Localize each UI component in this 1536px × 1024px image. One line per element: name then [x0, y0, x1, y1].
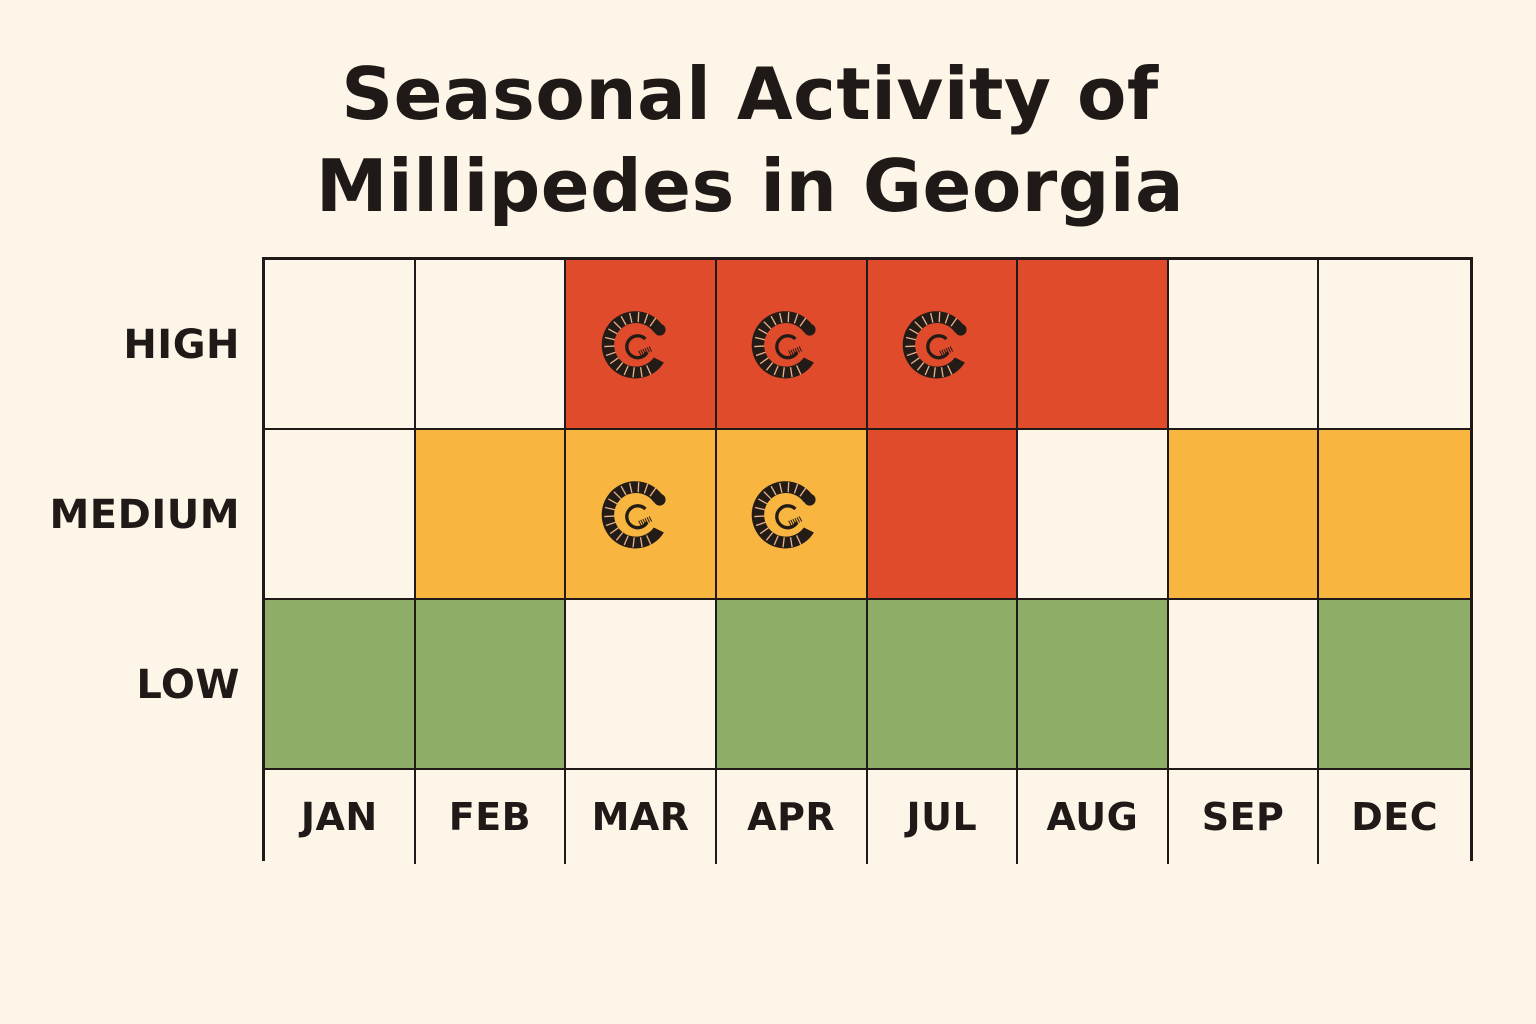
cell-low-apr — [716, 600, 868, 770]
cell-medium-mar — [566, 430, 717, 600]
month-label-sep: SEP — [1168, 770, 1320, 864]
cell-high-feb — [415, 260, 567, 430]
cell-medium-aug — [1018, 430, 1169, 600]
cell-low-jan — [265, 600, 416, 770]
month-label-jan: JAN — [265, 770, 416, 864]
cell-medium-jul — [867, 430, 1019, 600]
cell-high-dec — [1319, 260, 1470, 430]
cell-high-mar — [566, 260, 717, 430]
chart-title: Seasonal Activity of Millipedes in Georg… — [0, 48, 1500, 232]
cell-medium-jan — [265, 430, 416, 600]
millipede-curled-icon — [902, 311, 967, 379]
month-label-apr: APR — [716, 770, 868, 864]
cell-high-jul — [867, 260, 1019, 430]
cell-low-sep — [1168, 600, 1320, 770]
millipede-curled-icon — [601, 481, 666, 549]
cell-medium-feb — [415, 430, 567, 600]
cell-medium-apr — [716, 430, 868, 600]
millipede-curled-icon — [601, 311, 666, 379]
month-label-aug: AUG — [1018, 770, 1169, 864]
cell-high-sep — [1168, 260, 1320, 430]
cell-low-feb — [415, 600, 567, 770]
cell-high-aug — [1018, 260, 1169, 430]
cell-low-dec — [1319, 600, 1470, 770]
row-label-medium: MEDIUM — [49, 492, 240, 538]
cell-high-jan — [265, 260, 416, 430]
cell-high-apr — [716, 260, 868, 430]
cell-medium-sep — [1168, 430, 1320, 600]
millipede-curled-icon — [751, 481, 816, 549]
millipede-curled-icon — [751, 311, 816, 379]
cell-low-mar — [566, 600, 717, 770]
row-label-high: HIGH — [123, 322, 240, 368]
row-label-low: LOW — [136, 662, 240, 708]
chart-title-line-1: Seasonal Activity of — [341, 52, 1159, 136]
month-label-mar: MAR — [566, 770, 717, 864]
cell-medium-dec — [1319, 430, 1470, 600]
chart-title-line-2: Millipedes in Georgia — [315, 144, 1185, 228]
cell-low-jul — [867, 600, 1019, 770]
month-label-jul: JUL — [867, 770, 1019, 864]
activity-grid: JAN FEB MAR APR JUL AUG SEP DEC — [262, 257, 1473, 864]
cell-low-aug — [1018, 600, 1169, 770]
month-label-dec: DEC — [1319, 770, 1470, 864]
month-label-feb: FEB — [415, 770, 567, 864]
